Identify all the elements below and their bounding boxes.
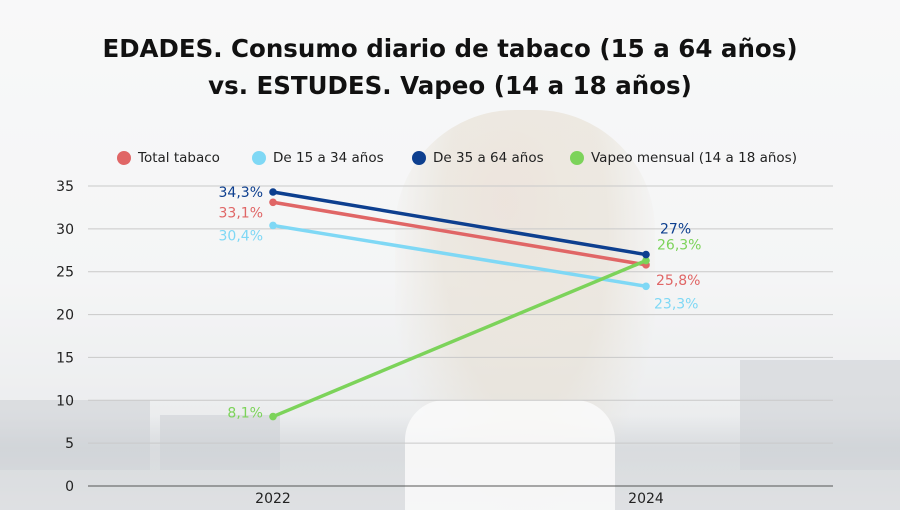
legend-item-35-64: De 35 a 64 años — [412, 150, 544, 166]
data-label: 8,1% — [227, 406, 263, 422]
data-label: 23,3% — [654, 296, 698, 312]
chart-title-line-2: vs. ESTUDES. Vapeo (14 a 18 años) — [208, 71, 692, 100]
chart-title: EDADES. Consumo diario de tabaco (15 a 6… — [0, 30, 900, 104]
data-point — [269, 412, 277, 421]
x-tick-label: 2022 — [255, 491, 291, 507]
data-label: 25,8% — [656, 273, 700, 289]
legend-label: Total tabaco — [138, 150, 220, 166]
data-point — [642, 250, 650, 259]
legend-label: Vapeo mensual (14 a 18 años) — [591, 150, 797, 166]
y-tick-label: 25 — [56, 265, 74, 281]
chart-title-line-1: EDADES. Consumo diario de tabaco (15 a 6… — [102, 34, 798, 63]
data-point — [269, 188, 277, 196]
y-tick-label: 30 — [56, 222, 74, 238]
y-tick-label: 10 — [56, 393, 74, 409]
data-point — [269, 221, 277, 230]
series-line — [271, 223, 648, 289]
legend: Total tabaco De 15 a 34 años De 35 a 64 … — [0, 150, 900, 166]
legend-item-total-tabaco: Total tabaco — [117, 150, 220, 166]
legend-marker — [117, 151, 131, 165]
legend-marker — [412, 151, 426, 165]
legend-marker — [252, 151, 266, 165]
legend-label: De 35 a 64 años — [433, 150, 544, 166]
data-label: 34,3% — [219, 185, 263, 201]
data-point — [642, 282, 650, 291]
legend-item-15-34: De 15 a 34 años — [252, 150, 384, 166]
legend-marker — [570, 151, 584, 165]
y-tick-label: 15 — [56, 350, 74, 366]
series-line — [271, 200, 648, 267]
data-label: 26,3% — [657, 238, 701, 254]
y-tick-label: 5 — [65, 436, 74, 452]
data-point — [269, 198, 277, 207]
data-label: 33,1% — [219, 205, 263, 221]
legend-item-vapeo: Vapeo mensual (14 a 18 años) — [570, 150, 797, 166]
y-tick-label: 35 — [56, 179, 74, 195]
legend-label: De 15 a 34 años — [273, 150, 384, 166]
series-line — [271, 190, 648, 257]
x-tick-label: 2024 — [628, 491, 664, 507]
y-tick-label: 20 — [56, 308, 74, 324]
y-tick-label: 0 — [65, 479, 74, 495]
series-line — [271, 258, 648, 419]
data-label: 30,4% — [219, 228, 263, 244]
data-label: 27% — [660, 222, 691, 238]
data-point — [642, 256, 650, 265]
